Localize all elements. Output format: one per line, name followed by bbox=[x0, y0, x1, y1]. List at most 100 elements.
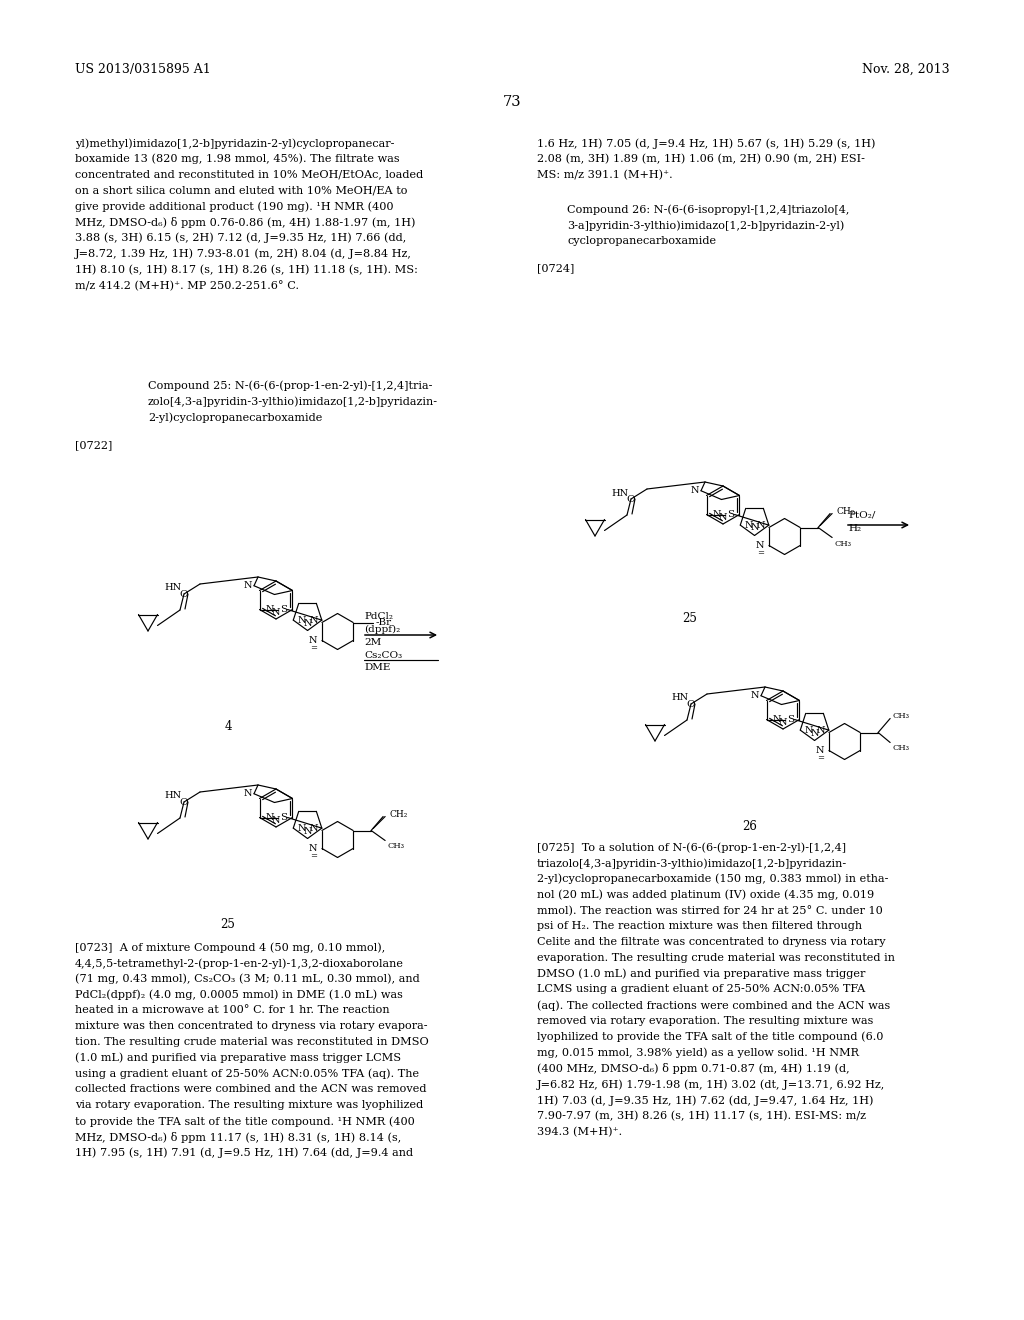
Text: Compound 25: N-(6-(6-(prop-1-en-2-yl)-[1,2,4]tria-: Compound 25: N-(6-(6-(prop-1-en-2-yl)-[1… bbox=[148, 380, 432, 391]
Text: using a gradient eluant of 25-50% ACN:0.05% TFA (aq). The: using a gradient eluant of 25-50% ACN:0.… bbox=[75, 1069, 419, 1080]
Text: to provide the TFA salt of the title compound. ¹H NMR (400: to provide the TFA salt of the title com… bbox=[75, 1115, 415, 1126]
Text: [0723]  A of mixture Compound 4 (50 mg, 0.10 mmol),: [0723] A of mixture Compound 4 (50 mg, 0… bbox=[75, 942, 385, 953]
Text: =: = bbox=[817, 755, 824, 763]
Text: 1H) 7.95 (s, 1H) 7.91 (d, J=9.5 Hz, 1H) 7.64 (dd, J=9.4 and: 1H) 7.95 (s, 1H) 7.91 (d, J=9.5 Hz, 1H) … bbox=[75, 1147, 413, 1158]
Text: N: N bbox=[816, 726, 824, 735]
Text: S: S bbox=[281, 813, 288, 822]
Text: =: = bbox=[310, 644, 317, 652]
Text: Compound 26: N-(6-(6-isopropyl-[1,2,4]triazolo[4,: Compound 26: N-(6-(6-isopropyl-[1,2,4]tr… bbox=[567, 205, 849, 215]
Text: LCMS using a gradient eluant of 25-50% ACN:0.05% TFA: LCMS using a gradient eluant of 25-50% A… bbox=[537, 985, 865, 994]
Text: Nov. 28, 2013: Nov. 28, 2013 bbox=[862, 63, 950, 77]
Text: DMSO (1.0 mL) and purified via preparative mass trigger: DMSO (1.0 mL) and purified via preparati… bbox=[537, 969, 865, 979]
Text: Cs₂CO₃: Cs₂CO₃ bbox=[364, 651, 402, 660]
Text: N: N bbox=[815, 746, 824, 755]
Text: evaporation. The resulting crude material was reconstituted in: evaporation. The resulting crude materia… bbox=[537, 953, 895, 962]
Text: mixture was then concentrated to dryness via rotary evapora-: mixture was then concentrated to dryness… bbox=[75, 1022, 427, 1031]
Text: nol (20 mL) was added platinum (IV) oxide (4.35 mg, 0.019: nol (20 mL) was added platinum (IV) oxid… bbox=[537, 890, 874, 900]
Text: CH₃: CH₃ bbox=[892, 713, 909, 721]
Text: give provide additional product (190 mg). ¹H NMR (400: give provide additional product (190 mg)… bbox=[75, 201, 393, 211]
Text: O: O bbox=[179, 799, 188, 807]
Text: DME: DME bbox=[364, 663, 390, 672]
Text: MS: m/z 391.1 (M+H)⁺.: MS: m/z 391.1 (M+H)⁺. bbox=[537, 169, 673, 180]
Text: O: O bbox=[687, 700, 695, 709]
Text: CH₂: CH₂ bbox=[837, 507, 854, 516]
Text: N: N bbox=[719, 513, 727, 521]
Text: 4: 4 bbox=[224, 719, 231, 733]
Text: CH₃: CH₃ bbox=[835, 540, 851, 548]
Text: (aq). The collected fractions were combined and the ACN was: (aq). The collected fractions were combi… bbox=[537, 1001, 890, 1011]
Text: N: N bbox=[690, 486, 699, 495]
Text: J=8.72, 1.39 Hz, 1H) 7.93-8.01 (m, 2H) 8.04 (d, J=8.84 Hz,: J=8.72, 1.39 Hz, 1H) 7.93-8.01 (m, 2H) 8… bbox=[75, 248, 412, 259]
Text: N: N bbox=[804, 726, 813, 735]
Text: N: N bbox=[271, 609, 281, 616]
Text: concentrated and reconstituted in 10% MeOH/EtOAc, loaded: concentrated and reconstituted in 10% Me… bbox=[75, 169, 423, 180]
Text: O: O bbox=[179, 590, 188, 599]
Text: -Br: -Br bbox=[375, 618, 391, 627]
Text: heated in a microwave at 100° C. for 1 hr. The reaction: heated in a microwave at 100° C. for 1 h… bbox=[75, 1006, 389, 1015]
Text: 2-yl)cyclopropanecarboxamide: 2-yl)cyclopropanecarboxamide bbox=[148, 412, 323, 422]
Text: 3-a]pyridin-3-ylthio)imidazo[1,2-b]pyridazin-2-yl): 3-a]pyridin-3-ylthio)imidazo[1,2-b]pyrid… bbox=[567, 220, 845, 231]
Text: triazolo[4,3-a]pyridin-3-ylthio)imidazo[1,2-b]pyridazin-: triazolo[4,3-a]pyridin-3-ylthio)imidazo[… bbox=[537, 858, 847, 869]
Text: N: N bbox=[810, 729, 819, 738]
Text: [0722]: [0722] bbox=[75, 440, 113, 450]
Text: [0724]: [0724] bbox=[537, 263, 574, 273]
Text: (71 mg, 0.43 mmol), Cs₂CO₃ (3 M; 0.11 mL, 0.30 mmol), and: (71 mg, 0.43 mmol), Cs₂CO₃ (3 M; 0.11 mL… bbox=[75, 974, 420, 985]
Text: N: N bbox=[297, 615, 306, 624]
Text: MHz, DMSO-d₆) δ ppm 11.17 (s, 1H) 8.31 (s, 1H) 8.14 (s,: MHz, DMSO-d₆) δ ppm 11.17 (s, 1H) 8.31 (… bbox=[75, 1131, 401, 1143]
Text: S: S bbox=[727, 510, 734, 519]
Text: N: N bbox=[297, 824, 306, 833]
Text: N: N bbox=[308, 843, 317, 853]
Text: MHz, DMSO-d₆) δ ppm 0.76-0.86 (m, 4H) 1.88-1.97 (m, 1H): MHz, DMSO-d₆) δ ppm 0.76-0.86 (m, 4H) 1.… bbox=[75, 216, 416, 228]
Text: Celite and the filtrate was concentrated to dryness via rotary: Celite and the filtrate was concentrated… bbox=[537, 937, 886, 946]
Text: CH₃: CH₃ bbox=[387, 842, 404, 850]
Text: N: N bbox=[744, 520, 753, 529]
Text: N: N bbox=[303, 826, 311, 836]
Text: PtO₂/: PtO₂/ bbox=[848, 510, 876, 519]
Text: J=6.82 Hz, 6H) 1.79-1.98 (m, 1H) 3.02 (dt, J=13.71, 6.92 Hz,: J=6.82 Hz, 6H) 1.79-1.98 (m, 1H) 3.02 (d… bbox=[537, 1080, 886, 1090]
Text: 1H) 8.10 (s, 1H) 8.17 (s, 1H) 8.26 (s, 1H) 11.18 (s, 1H). MS:: 1H) 8.10 (s, 1H) 8.17 (s, 1H) 8.26 (s, 1… bbox=[75, 264, 418, 275]
Text: removed via rotary evaporation. The resulting mixture was: removed via rotary evaporation. The resu… bbox=[537, 1016, 873, 1026]
Text: mmol). The reaction was stirred for 24 hr at 25° C. under 10: mmol). The reaction was stirred for 24 h… bbox=[537, 906, 883, 916]
Text: boxamide 13 (820 mg, 1.98 mmol, 45%). The filtrate was: boxamide 13 (820 mg, 1.98 mmol, 45%). Th… bbox=[75, 154, 399, 165]
Text: HN: HN bbox=[672, 693, 689, 702]
Text: HN: HN bbox=[612, 488, 629, 498]
Text: =: = bbox=[310, 853, 317, 861]
Text: US 2013/0315895 A1: US 2013/0315895 A1 bbox=[75, 63, 211, 77]
Text: N: N bbox=[271, 816, 281, 825]
Text: N: N bbox=[308, 636, 317, 645]
Text: 2.08 (m, 3H) 1.89 (m, 1H) 1.06 (m, 2H) 0.90 (m, 2H) ESI-: 2.08 (m, 3H) 1.89 (m, 1H) 1.06 (m, 2H) 0… bbox=[537, 154, 865, 164]
Text: N: N bbox=[757, 520, 765, 529]
Text: CH₃: CH₃ bbox=[892, 744, 909, 752]
Text: =: = bbox=[757, 549, 764, 557]
Text: N: N bbox=[265, 813, 274, 822]
Text: N: N bbox=[778, 718, 787, 727]
Text: tion. The resulting crude material was reconstituted in DMSO: tion. The resulting crude material was r… bbox=[75, 1038, 429, 1047]
Text: psi of H₂. The reaction mixture was then filtered through: psi of H₂. The reaction mixture was then… bbox=[537, 921, 862, 931]
Text: CH₂: CH₂ bbox=[389, 810, 408, 818]
Text: N: N bbox=[756, 541, 764, 550]
Text: (1.0 mL) and purified via preparative mass trigger LCMS: (1.0 mL) and purified via preparative ma… bbox=[75, 1053, 401, 1064]
Text: cyclopropanecarboxamide: cyclopropanecarboxamide bbox=[567, 236, 716, 246]
Text: HN: HN bbox=[165, 583, 182, 593]
Text: PdCl₂: PdCl₂ bbox=[364, 612, 393, 620]
Text: N: N bbox=[772, 715, 781, 723]
Text: 394.3 (M+H)⁺.: 394.3 (M+H)⁺. bbox=[537, 1126, 623, 1137]
Text: N: N bbox=[244, 789, 252, 799]
Text: lyophilized to provide the TFA salt of the title compound (6.0: lyophilized to provide the TFA salt of t… bbox=[537, 1032, 884, 1043]
Text: N: N bbox=[244, 581, 252, 590]
Text: N: N bbox=[303, 619, 311, 627]
Text: N: N bbox=[751, 692, 759, 700]
Text: 73: 73 bbox=[503, 95, 521, 110]
Text: 26: 26 bbox=[742, 820, 758, 833]
Text: 7.90-7.97 (m, 3H) 8.26 (s, 1H) 11.17 (s, 1H). ESI-MS: m/z: 7.90-7.97 (m, 3H) 8.26 (s, 1H) 11.17 (s,… bbox=[537, 1111, 866, 1121]
Text: N: N bbox=[713, 510, 721, 519]
Text: 3.88 (s, 3H) 6.15 (s, 2H) 7.12 (d, J=9.35 Hz, 1H) 7.66 (dd,: 3.88 (s, 3H) 6.15 (s, 2H) 7.12 (d, J=9.3… bbox=[75, 232, 407, 243]
Text: collected fractions were combined and the ACN was removed: collected fractions were combined and th… bbox=[75, 1085, 427, 1094]
Text: N: N bbox=[265, 605, 274, 614]
Text: (dppf)₂: (dppf)₂ bbox=[364, 624, 400, 634]
Text: 1H) 7.03 (d, J=9.35 Hz, 1H) 7.62 (dd, J=9.47, 1.64 Hz, 1H): 1H) 7.03 (d, J=9.35 Hz, 1H) 7.62 (dd, J=… bbox=[537, 1096, 873, 1106]
Text: S: S bbox=[281, 605, 288, 614]
Text: m/z 414.2 (M+H)⁺. MP 250.2-251.6° C.: m/z 414.2 (M+H)⁺. MP 250.2-251.6° C. bbox=[75, 280, 299, 290]
Text: 2M: 2M bbox=[364, 638, 381, 647]
Text: O: O bbox=[627, 495, 635, 504]
